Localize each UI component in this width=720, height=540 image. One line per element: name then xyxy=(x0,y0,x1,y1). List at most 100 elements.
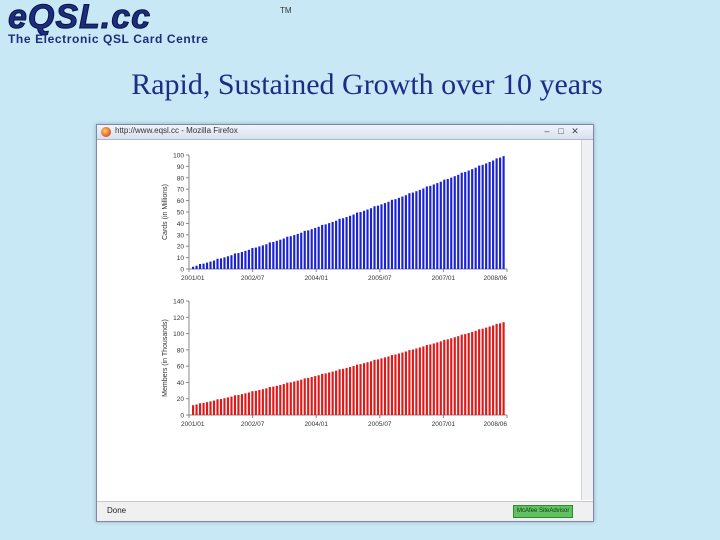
bar xyxy=(233,253,237,269)
bar xyxy=(411,192,414,269)
bar xyxy=(275,385,278,415)
bar xyxy=(401,196,404,269)
siteadvisor-badge[interactable]: McAfee SiteAdvisor xyxy=(513,505,574,518)
bar xyxy=(268,242,271,269)
close-button[interactable]: ✕ xyxy=(571,126,579,136)
bar xyxy=(499,323,502,415)
browser-titlebar[interactable]: http://www.eqsl.cc - Mozilla Firefox – □… xyxy=(97,125,593,140)
bar xyxy=(230,255,233,269)
bar xyxy=(369,361,373,415)
minimize-button[interactable]: – xyxy=(544,126,550,136)
bar xyxy=(373,206,376,269)
bar xyxy=(223,257,226,269)
bar xyxy=(321,224,324,269)
x-tick-label: 2004/01 xyxy=(304,421,328,428)
x-tick-label: 2007/01 xyxy=(432,275,456,282)
bar xyxy=(422,188,425,269)
bar xyxy=(254,390,257,415)
y-tick-label: 0 xyxy=(180,267,184,274)
bar xyxy=(443,339,446,415)
bar xyxy=(219,398,223,415)
status-text: Done xyxy=(107,506,127,515)
bar xyxy=(404,195,407,269)
bar xyxy=(251,247,254,269)
bar xyxy=(279,384,282,415)
bar xyxy=(376,205,380,269)
logo-wordmark: eQSL.cc xyxy=(7,0,152,37)
y-tick-label: 90 xyxy=(177,164,185,171)
bar xyxy=(464,334,467,415)
bar xyxy=(349,215,352,269)
slide-title: Rapid, Sustained Growth over 10 years xyxy=(131,68,603,101)
bar xyxy=(307,230,310,269)
bar xyxy=(397,197,400,269)
bar xyxy=(478,165,481,269)
bar xyxy=(272,386,275,415)
x-tick-label: 2002/07 xyxy=(241,421,265,428)
bar xyxy=(390,354,394,415)
bar xyxy=(226,397,230,415)
bar xyxy=(216,258,219,269)
bar xyxy=(342,368,345,415)
y-tick-label: 80 xyxy=(177,175,185,182)
bar xyxy=(349,366,352,415)
bar xyxy=(223,398,226,415)
bar xyxy=(240,251,243,269)
bar xyxy=(233,395,237,415)
bar xyxy=(362,210,366,269)
logo-tagline: The Electronic QSL Card Centre xyxy=(8,32,209,46)
bar xyxy=(460,334,463,415)
bar xyxy=(338,369,341,415)
browser-window: http://www.eqsl.cc - Mozilla Firefox – □… xyxy=(96,124,594,522)
bar xyxy=(443,179,446,269)
bar xyxy=(485,327,488,415)
bar xyxy=(492,160,495,269)
y-tick-label: 60 xyxy=(177,198,185,205)
bar xyxy=(289,236,292,269)
bar xyxy=(401,352,404,415)
bar xyxy=(474,330,477,415)
bar xyxy=(453,337,456,415)
bar xyxy=(366,362,369,415)
y-axis-label: Members (in Thousands) xyxy=(162,319,169,397)
bar xyxy=(293,381,296,415)
bar xyxy=(282,238,285,269)
bar xyxy=(397,353,400,415)
logo-trademark: TM xyxy=(280,6,292,15)
bar xyxy=(324,373,327,415)
bar xyxy=(352,214,355,269)
bar xyxy=(425,186,428,269)
bar xyxy=(352,366,355,415)
bar xyxy=(310,229,313,269)
bar xyxy=(331,371,334,415)
bar xyxy=(457,174,460,269)
bar xyxy=(230,396,233,415)
bar xyxy=(335,370,338,415)
bar xyxy=(205,262,209,269)
bar xyxy=(460,172,463,269)
bar xyxy=(359,364,362,415)
bar xyxy=(355,364,359,415)
bar xyxy=(408,193,411,269)
bar xyxy=(303,230,306,269)
x-tick-label: 2001/01 xyxy=(181,421,205,428)
maximize-button[interactable]: □ xyxy=(558,126,564,136)
bar xyxy=(394,354,397,415)
y-tick-label: 60 xyxy=(177,364,185,371)
vertical-scrollbar[interactable] xyxy=(581,140,593,500)
members-chart: 140 120 100 80 60 40 20 0 Members (in Thousands)… xyxy=(162,299,508,428)
bar xyxy=(467,332,470,415)
bar xyxy=(202,402,205,415)
bar xyxy=(310,377,313,415)
bar xyxy=(195,404,198,415)
bar xyxy=(216,399,219,415)
bar xyxy=(328,223,331,269)
bar xyxy=(286,236,289,269)
bar xyxy=(293,235,296,269)
bar xyxy=(478,329,481,415)
bar xyxy=(303,378,306,415)
bar xyxy=(495,323,498,415)
bar xyxy=(481,328,484,415)
bar xyxy=(198,263,202,269)
